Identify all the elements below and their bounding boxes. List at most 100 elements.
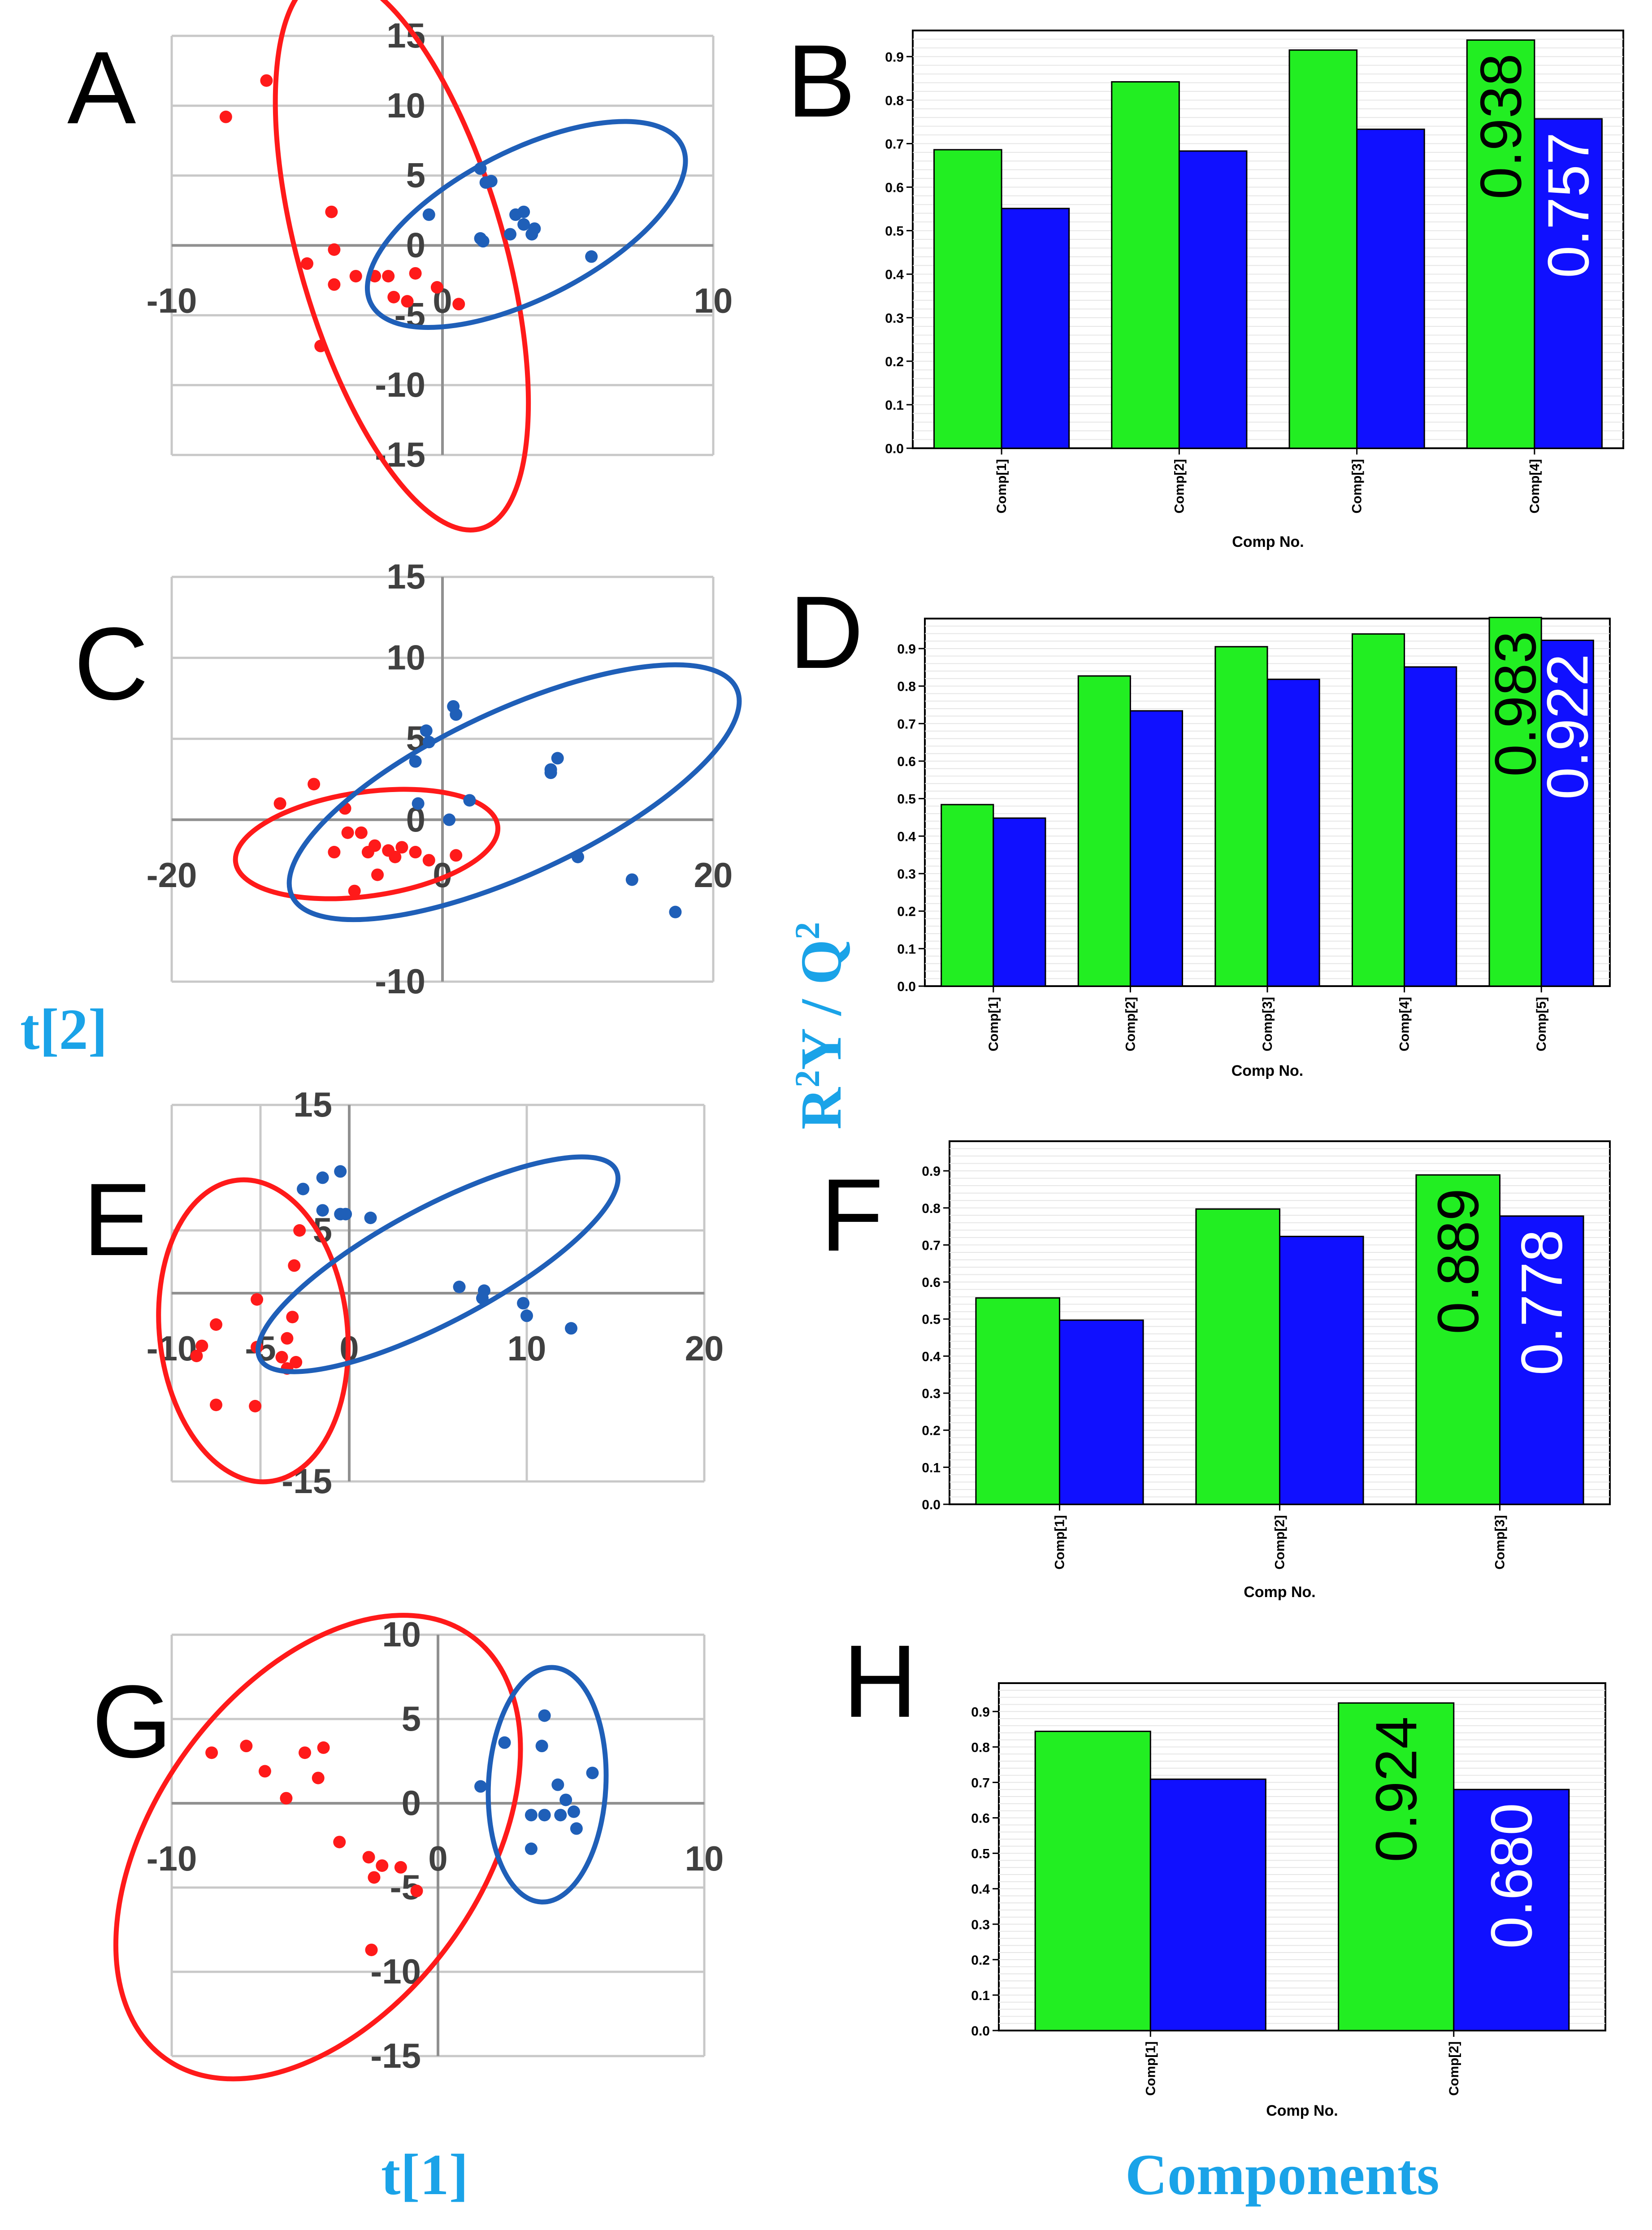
red-score-point <box>387 290 400 303</box>
category-label: Comp[2] <box>1172 459 1187 514</box>
red-score-point <box>362 1851 375 1864</box>
blue-score-point <box>538 1709 551 1722</box>
red-score-point <box>249 1400 262 1412</box>
panel-label-C: C <box>74 606 148 721</box>
red-score-point <box>452 298 465 311</box>
red-score-point <box>349 270 362 283</box>
blue-score-point <box>463 794 476 807</box>
y-tick-label: 0 <box>402 1783 421 1823</box>
q2-bar <box>1499 1215 1584 1505</box>
red-score-point <box>365 1944 378 1957</box>
red-score-point <box>275 1351 288 1364</box>
r2y-value-label: 0.889 <box>1425 1188 1491 1334</box>
y-tick-label: 0.0 <box>971 2024 990 2039</box>
y-tick-label: 0.9 <box>971 1705 990 1719</box>
t1-axis-title: t[1] <box>381 2143 468 2207</box>
y-tick-label: -15 <box>370 2036 421 2075</box>
blue-score-point <box>422 736 435 749</box>
y-tick-label: 0.9 <box>885 50 904 65</box>
y-tick-label: 0.2 <box>971 1953 990 1968</box>
blue-confidence-ellipse <box>365 119 688 330</box>
y-tick-label: 0.0 <box>922 1498 941 1512</box>
blue-score-point <box>554 1809 567 1822</box>
r2y-q2-axis-title: R2Y / Q2 <box>788 922 854 1130</box>
red-score-point <box>355 826 368 839</box>
y-tick-label: 0.4 <box>897 829 916 844</box>
y-tick-label: 0.2 <box>897 905 916 919</box>
y-tick-label: 0.1 <box>971 1988 990 2003</box>
q2-bar <box>1129 710 1184 987</box>
r2y-bar <box>1488 616 1542 987</box>
x-tick-label: -10 <box>147 1329 197 1368</box>
r2y-bar <box>1415 1174 1500 1505</box>
red-score-point <box>325 205 338 218</box>
r2y-bar <box>1338 1702 1455 2031</box>
blue-score-point <box>520 1309 533 1322</box>
panel-label-E: E <box>83 1162 152 1277</box>
red-score-point <box>240 1740 253 1753</box>
red-confidence-ellipse <box>273 0 531 533</box>
q2-value-label: 0.922 <box>1535 654 1600 800</box>
r2y-title-sup: 2 <box>788 1070 827 1087</box>
y-tick-label: -15 <box>375 435 425 474</box>
x-tick-label: 10 <box>507 1329 546 1368</box>
q2-value-label: 0.680 <box>1479 1803 1544 1949</box>
red-score-point <box>409 846 422 859</box>
category-label: Comp[2] <box>1447 2041 1461 2096</box>
red-score-point <box>395 841 408 854</box>
y-tick-label: 0.0 <box>897 979 916 994</box>
blue-confidence-ellipse <box>256 1154 620 1374</box>
blue-score-point <box>517 218 530 231</box>
blue-score-point <box>498 1736 511 1749</box>
blue-score-point <box>525 1842 538 1855</box>
category-label: Comp[3] <box>1493 1515 1508 1570</box>
y-tick-label: 0.0 <box>885 442 904 456</box>
y-tick-label: 0.5 <box>885 224 904 239</box>
red-confidence-ellipse <box>156 1177 351 1485</box>
red-score-point <box>308 778 321 791</box>
y-tick-label: 0.6 <box>971 1811 990 1826</box>
red-score-point <box>190 1350 203 1362</box>
panel-label-G: G <box>92 1664 172 1779</box>
bar-panel-B: B 0.0 0.1 0.2 0.3 0.4 0.5 0.6 0.7 0.8 0.9 Comp[1] Co… <box>787 23 1624 550</box>
x-tick-label: 10 <box>694 281 733 320</box>
blue-score-point <box>544 766 557 779</box>
red-score-point <box>409 267 422 280</box>
y-tick-label: 0.6 <box>922 1275 941 1290</box>
category-label: Comp[1] <box>986 997 1001 1052</box>
category-label: Comp[4] <box>1527 459 1542 514</box>
red-score-point <box>430 281 443 294</box>
category-label: Comp[2] <box>1123 997 1138 1052</box>
y-tick-label: 0.2 <box>922 1424 941 1438</box>
y-tick-label: 15 <box>293 1085 332 1124</box>
blue-score-point <box>450 708 463 721</box>
q2-bar <box>1059 1319 1144 1505</box>
category-label: Comp[3] <box>1350 459 1365 514</box>
blue-score-point <box>538 1809 551 1822</box>
category-label: Comp[1] <box>994 459 1009 514</box>
red-score-point <box>376 1859 389 1872</box>
q2-value-label: 0.757 <box>1535 132 1601 278</box>
red-score-point <box>219 110 232 123</box>
category-label: Comp[3] <box>1260 997 1275 1052</box>
r2y-bar <box>941 804 994 987</box>
blue-score-point <box>420 724 433 737</box>
y-tick-label: 0.4 <box>885 268 904 282</box>
blue-score-point <box>551 1778 564 1791</box>
blue-score-point <box>528 222 541 235</box>
r2y-value-label: 0.924 <box>1363 1716 1429 1862</box>
y-tick-label: 0.2 <box>885 355 904 369</box>
blue-score-point <box>409 755 422 768</box>
red-score-point <box>450 849 463 862</box>
q2-bar <box>1178 150 1248 449</box>
r2y-value-label: 0.938 <box>1468 53 1534 199</box>
blue-score-point <box>504 228 516 241</box>
y-tick-label: 0.8 <box>897 680 916 694</box>
red-score-point <box>389 850 402 863</box>
blue-score-point <box>669 905 682 918</box>
y-tick-label: 5 <box>402 1699 421 1738</box>
bar-panel-H: H 0.0 0.1 0.2 0.3 0.4 0.5 0.6 0.7 0.8 0.9 Comp[1] Co… <box>843 1624 1606 2119</box>
red-score-point <box>333 1836 346 1849</box>
